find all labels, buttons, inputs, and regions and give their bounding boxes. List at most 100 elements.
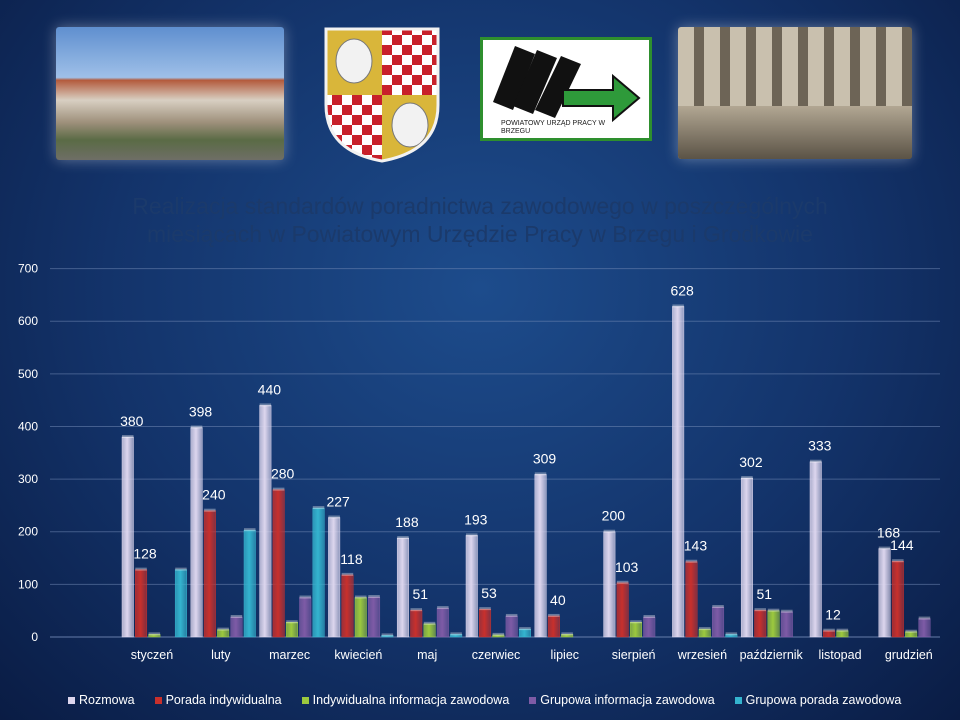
bar-3-0 [328, 517, 341, 638]
coat-of-arms-icon [324, 27, 440, 163]
x-tick-label: czerwiec [472, 648, 521, 662]
data-label: 193 [464, 511, 488, 527]
legend-swatch [68, 696, 75, 704]
bar-2-3 [299, 597, 312, 638]
bar-11-1 [891, 560, 904, 638]
bar-9-2 [767, 610, 780, 638]
x-tick-label: październik [740, 648, 804, 662]
data-label: 53 [481, 585, 497, 601]
bar-7-3 [643, 616, 656, 638]
data-label: 51 [756, 586, 772, 602]
bar-cap-5-0 [466, 533, 478, 537]
bar-6-0 [534, 474, 547, 638]
bar-cap-11-2 [905, 629, 917, 633]
arcade-photo [678, 27, 912, 159]
bar-cap-0-4 [175, 567, 187, 571]
bar-1-4 [243, 529, 256, 638]
legend: Rozmowa Porada indywidualna Indywidualna i… [68, 693, 901, 707]
bar-cap-9-0 [741, 476, 753, 480]
legend-item: Indywidualna informacja zawodowa [301, 693, 509, 707]
data-label: 628 [670, 282, 694, 298]
x-tick-label: lipiec [551, 648, 580, 662]
bar-8-1 [685, 561, 698, 638]
bar-cap-1-0 [190, 425, 203, 429]
bar-cap-2-3 [299, 595, 311, 599]
x-axis-ticks: styczeń luty marzec kwiecień maj czerwiec lipi… [131, 648, 933, 662]
bar-0-0 [121, 436, 134, 638]
bar-cap-9-3 [781, 609, 793, 613]
bar-3-4 [381, 635, 394, 638]
x-tick-label: luty [211, 648, 231, 662]
bar-cap-2-0 [259, 403, 272, 407]
bar-1-2 [217, 629, 230, 638]
legend-item: Rozmowa [68, 693, 135, 707]
legend-item: Grupowa porada zawodowa [734, 693, 901, 707]
data-label: 302 [739, 454, 763, 470]
bar-cap-4-3 [437, 606, 449, 610]
x-tick-label: listopad [818, 648, 861, 662]
bar-cap-7-3 [643, 615, 655, 619]
bar-cap-6-0 [534, 472, 547, 476]
bar-cap-2-1 [272, 487, 285, 491]
bar-5-3 [505, 615, 518, 638]
bar-8-3 [712, 606, 725, 638]
legend-item: Porada indywidualna [154, 693, 282, 707]
bar-cap-8-0 [672, 304, 684, 308]
bar-4-4 [450, 634, 463, 638]
pup-logo-text: POWIATOWY URZĄD PRACY W BRZEGU [501, 120, 606, 135]
legend-label: Rozmowa [79, 693, 135, 707]
bar-cap-5-2 [492, 632, 505, 636]
legend-swatch [529, 696, 537, 704]
bar-7-2 [629, 622, 642, 638]
bar-9-1 [754, 609, 767, 638]
legend-label: Porada indywidualna [165, 693, 282, 707]
data-label: 51 [412, 586, 428, 602]
x-tick-label: kwiecień [334, 648, 382, 662]
bar-0-2 [148, 634, 161, 638]
y-tick-label: 300 [18, 472, 38, 486]
legend-swatch [301, 696, 309, 704]
bar-7-1 [616, 582, 629, 638]
bar-2-1 [272, 489, 285, 638]
data-label: 103 [615, 559, 639, 575]
data-label: 333 [808, 438, 832, 454]
bar-11-0 [878, 548, 891, 638]
bar-3-1 [341, 574, 354, 638]
bar-cap-4-2 [423, 621, 436, 625]
data-label: 12 [825, 607, 841, 623]
bar-cap-8-4 [725, 632, 738, 636]
bar-cap-0-1 [135, 567, 147, 571]
data-label: 280 [271, 466, 295, 482]
bar-cap-1-1 [204, 508, 216, 512]
bar-5-2 [492, 634, 505, 638]
bar-4-0 [396, 537, 409, 638]
bar-cap-6-2 [561, 632, 573, 636]
bar-cap-4-0 [397, 536, 409, 540]
y-tick-label: 700 [18, 262, 38, 276]
bar-cap-10-0 [810, 459, 822, 463]
chart-title: Realizacja standardów poradnictwa zawodo… [0, 192, 960, 248]
data-label: 128 [133, 546, 157, 562]
bar-cap-7-0 [603, 529, 616, 533]
bar-cap-10-2 [836, 628, 849, 632]
bar-0-4 [174, 569, 187, 638]
bar-cap-1-2 [217, 627, 229, 631]
y-tick-label: 100 [18, 577, 38, 591]
bar-0-1 [135, 569, 148, 638]
bar-10-1 [823, 630, 836, 638]
x-tick-label: grudzień [885, 648, 933, 662]
bar-cap-2-4 [312, 506, 325, 510]
bar-cap-1-4 [244, 528, 256, 532]
bar-6-1 [547, 615, 560, 638]
data-label: 118 [340, 551, 363, 567]
bar-8-2 [698, 628, 711, 638]
castle-photo [56, 27, 284, 160]
bar-5-0 [465, 535, 478, 638]
bar-cap-3-0 [328, 515, 340, 519]
bar-10-2 [836, 630, 849, 638]
bar-cap-8-3 [712, 605, 724, 609]
bar-cap-10-1 [823, 628, 835, 632]
bar-10-0 [809, 461, 822, 638]
bar-cap-4-4 [450, 632, 462, 636]
